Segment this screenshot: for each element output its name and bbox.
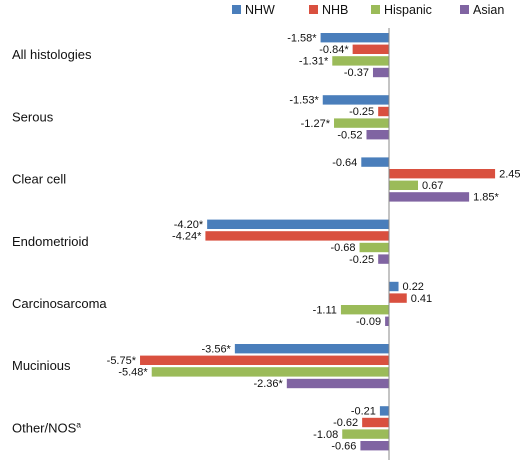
bars <box>140 33 496 451</box>
value-label-asian-serous: -0.52 <box>337 129 362 141</box>
bar-nhw-mucinious <box>234 344 389 354</box>
value-label-nhw-endometrioid: -4.20* <box>174 219 204 231</box>
category-label-all-histologies: All histologies <box>12 47 92 62</box>
legend-swatch-nhw <box>232 5 241 14</box>
bar-hispanic-endometrioid <box>359 242 389 253</box>
value-label-nhb-carcinosarcoma: 0.41 <box>411 293 432 305</box>
value-label-asian-mucinious: -2.36* <box>253 378 283 390</box>
bar-nhw-other-nos <box>379 406 389 416</box>
bar-asian-other-nos <box>360 441 389 451</box>
legend-item-hispanic: Hispanic <box>371 3 432 17</box>
value-labels: -1.58*-0.84*-1.31* -0.37 -1.53* -0.25 -1.27*… <box>107 32 520 452</box>
legend-label-nhw: NHW <box>245 3 275 17</box>
category-label-carcinosarcoma: Carcinosarcoma <box>12 296 107 311</box>
bar-hispanic-other-nos <box>342 429 389 439</box>
value-label-asian-clear-cell: 1.85* <box>473 192 499 204</box>
value-label-nhw-clear-cell: -0.64 <box>332 157 357 169</box>
legend-label-asian: Asian <box>473 3 504 17</box>
bar-asian-mucinious <box>286 378 389 389</box>
value-label-nhb-serous: -0.25 <box>349 106 374 118</box>
bar-nhw-endometrioid <box>207 219 389 229</box>
value-label-asian-other-nos: -0.66 <box>331 440 356 452</box>
bar-asian-serous <box>366 130 389 140</box>
value-label-hispanic-endometrioid: -0.68 <box>330 242 355 254</box>
value-label-hispanic-mucinious: -5.48* <box>118 367 148 379</box>
value-label-nhb-endometrioid: -4.24* <box>172 231 202 243</box>
legend-label-hispanic: Hispanic <box>384 3 432 17</box>
legend-item-nhb: NHB <box>309 3 348 17</box>
bar-nhb-mucinious <box>140 355 389 365</box>
category-superscript: a <box>76 419 81 429</box>
legend: NHW NHB Hispanic Asian <box>232 3 504 17</box>
value-label-nhw-serous: -1.53* <box>289 95 319 107</box>
bar-hispanic-mucinious <box>151 367 389 377</box>
bar-nhb-other-nos <box>362 417 389 428</box>
category-label-mucinious: Mucinious <box>12 358 71 373</box>
legend-item-nhw: NHW <box>232 3 275 17</box>
value-label-nhw-other-nos: -0.21 <box>351 406 376 418</box>
value-label-asian-endometrioid: -0.25 <box>349 254 374 266</box>
value-label-nhw-mucinious: -3.56* <box>201 343 231 355</box>
bar-nhw-all-histologies <box>320 33 389 43</box>
category-label-other-nos: Other/NOSa <box>12 419 81 435</box>
value-label-hispanic-clear-cell: 0.67 <box>422 180 443 192</box>
bar-nhw-serous <box>322 95 389 105</box>
value-label-nhw-all-histologies: -1.58* <box>287 32 317 44</box>
bar-nhb-endometrioid <box>205 231 389 241</box>
legend-swatch-hispanic <box>371 5 380 14</box>
legend-item-asian: Asian <box>460 3 504 17</box>
value-label-nhb-other-nos: -0.62 <box>333 417 358 429</box>
bar-hispanic-clear-cell <box>389 180 419 190</box>
bar-nhb-clear-cell <box>389 169 496 179</box>
value-label-hispanic-other-nos: -1.08 <box>313 429 338 441</box>
bar-asian-all-histologies <box>372 67 389 78</box>
value-label-nhw-carcinosarcoma: 0.22 <box>403 281 424 293</box>
bar-nhw-clear-cell <box>361 157 389 167</box>
bar-nhb-all-histologies <box>352 44 389 54</box>
category-label-serous: Serous <box>12 109 54 124</box>
value-label-nhb-all-histologies: -0.84* <box>319 44 349 56</box>
bar-asian-clear-cell <box>389 192 470 202</box>
bar-hispanic-serous <box>334 118 389 128</box>
category-label-clear-cell: Clear cell <box>12 172 66 187</box>
bar-asian-endometrioid <box>378 254 389 264</box>
value-label-nhb-mucinious: -5.75* <box>107 355 137 367</box>
value-label-hispanic-all-histologies: -1.31* <box>299 56 329 68</box>
legend-swatch-asian <box>460 5 469 14</box>
legend-swatch-nhb <box>309 5 318 14</box>
bar-nhb-serous <box>378 106 389 117</box>
bar-nhw-carcinosarcoma <box>389 281 399 292</box>
category-labels: All histologies Serous Clear cell Endometri… <box>12 47 107 435</box>
legend-label-nhb: NHB <box>322 3 348 17</box>
category-label-endometrioid: Endometrioid <box>12 234 89 249</box>
value-label-nhb-clear-cell: 2.45 <box>499 168 520 180</box>
value-label-asian-all-histologies: -0.37 <box>344 67 369 79</box>
bar-asian-carcinosarcoma <box>385 316 389 326</box>
bar-hispanic-all-histologies <box>332 56 389 66</box>
value-label-asian-carcinosarcoma: -0.09 <box>356 316 381 328</box>
value-label-hispanic-carcinosarcoma: -1.11 <box>313 304 337 316</box>
bar-hispanic-carcinosarcoma <box>340 305 389 315</box>
bar-nhb-carcinosarcoma <box>389 293 407 303</box>
value-label-hispanic-serous: -1.27* <box>301 118 331 130</box>
